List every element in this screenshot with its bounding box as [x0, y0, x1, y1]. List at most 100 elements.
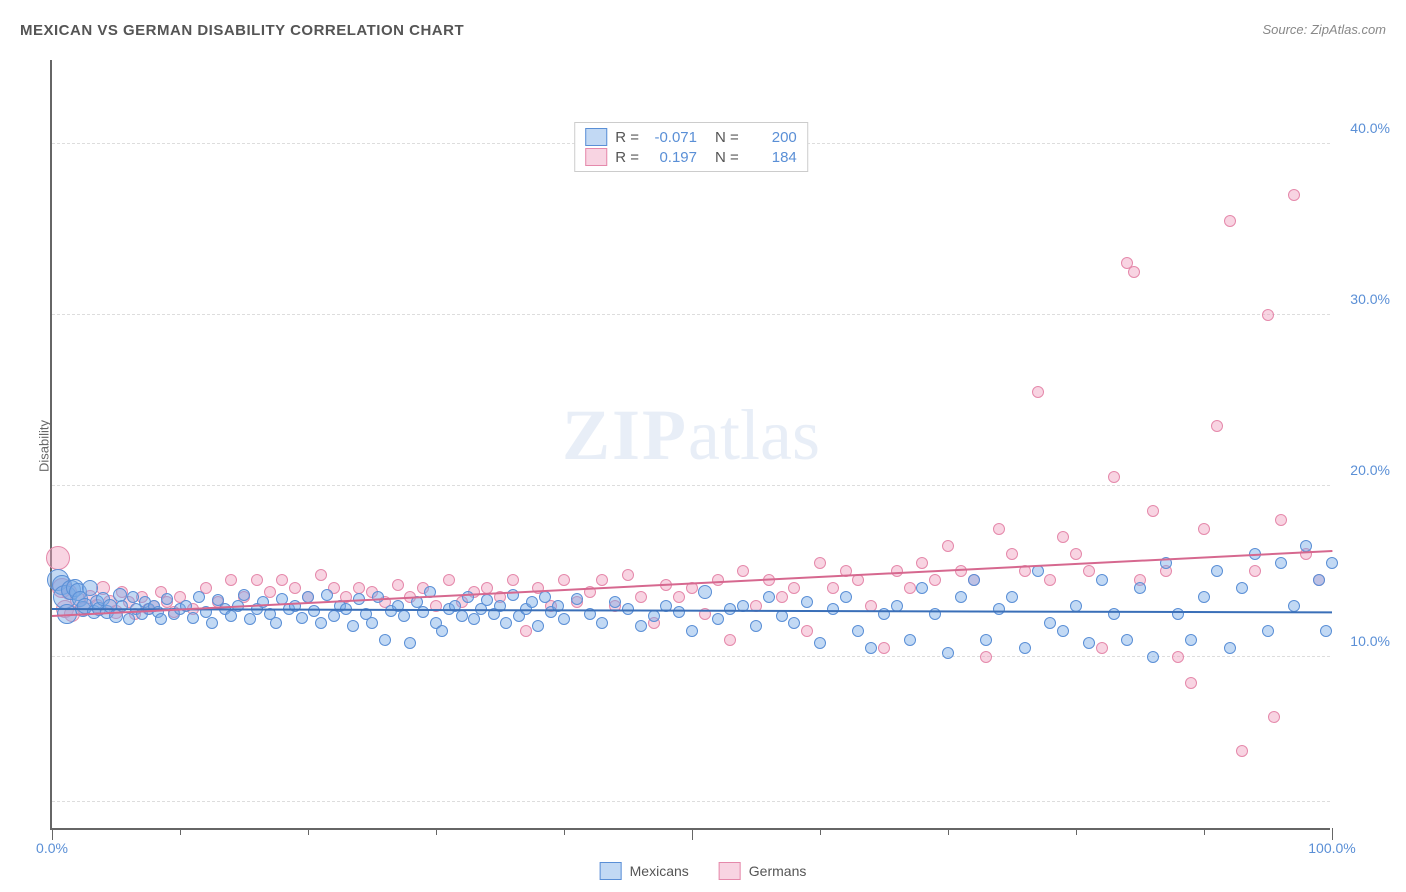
point-mexicans — [225, 610, 237, 622]
point-mexicans — [558, 613, 570, 625]
xtick — [820, 828, 821, 835]
point-germans — [1128, 266, 1140, 278]
point-germans — [827, 582, 839, 594]
legend-label: Mexicans — [630, 863, 689, 879]
point-germans — [673, 591, 685, 603]
xtick-label: 0.0% — [36, 840, 68, 856]
point-mexicans — [1262, 625, 1274, 637]
point-germans — [392, 579, 404, 591]
legend-swatch — [600, 862, 622, 880]
point-germans — [1262, 309, 1274, 321]
point-germans — [1147, 505, 1159, 517]
point-germans — [955, 565, 967, 577]
point-germans — [315, 569, 327, 581]
point-mexicans — [609, 596, 621, 608]
point-mexicans — [321, 589, 333, 601]
point-germans — [788, 582, 800, 594]
point-mexicans — [404, 637, 416, 649]
point-germans — [1268, 711, 1280, 723]
legend-n-value: 200 — [747, 129, 797, 146]
point-mexicans — [193, 591, 205, 603]
legend-row: R =0.197N =184 — [585, 147, 797, 167]
legend-r-value: 0.197 — [647, 149, 697, 166]
point-germans — [1249, 565, 1261, 577]
plot-area: ZIPatlas R =-0.071N =200R =0.197N =184 1… — [50, 60, 1330, 830]
point-mexicans — [270, 617, 282, 629]
point-germans — [225, 574, 237, 586]
point-germans — [1070, 548, 1082, 560]
point-mexicans — [852, 625, 864, 637]
point-mexicans — [481, 594, 493, 606]
point-germans — [276, 574, 288, 586]
point-mexicans — [372, 591, 384, 603]
point-germans — [712, 574, 724, 586]
point-mexicans — [328, 610, 340, 622]
legend-n-value: 184 — [747, 149, 797, 166]
point-germans — [1224, 215, 1236, 227]
point-mexicans — [206, 617, 218, 629]
xtick — [564, 828, 565, 835]
point-germans — [1044, 574, 1056, 586]
point-mexicans — [1121, 634, 1133, 646]
point-mexicans — [635, 620, 647, 632]
point-mexicans — [942, 647, 954, 659]
point-mexicans — [827, 603, 839, 615]
point-germans — [1288, 189, 1300, 201]
point-mexicans — [315, 617, 327, 629]
xtick — [1076, 828, 1077, 835]
point-germans — [1108, 471, 1120, 483]
xtick-label: 100.0% — [1308, 840, 1355, 856]
point-mexicans — [187, 612, 199, 624]
point-mexicans — [244, 613, 256, 625]
point-germans — [1057, 531, 1069, 543]
chart-title: MEXICAN VS GERMAN DISABILITY CORRELATION… — [20, 22, 464, 39]
gridline — [52, 801, 1330, 802]
point-germans — [993, 523, 1005, 535]
point-germans — [980, 651, 992, 663]
xtick — [180, 828, 181, 835]
point-germans — [622, 569, 634, 581]
point-mexicans — [1044, 617, 1056, 629]
point-mexicans — [1185, 634, 1197, 646]
point-mexicans — [1172, 608, 1184, 620]
legend-swatch — [585, 128, 607, 146]
point-germans — [520, 625, 532, 637]
point-mexicans — [539, 591, 551, 603]
xtick — [52, 828, 53, 840]
point-mexicans — [1300, 540, 1312, 552]
xtick — [1204, 828, 1205, 835]
point-mexicans — [1147, 651, 1159, 663]
point-germans — [1172, 651, 1184, 663]
point-germans — [507, 574, 519, 586]
ytick-label: 30.0% — [1350, 291, 1390, 307]
point-mexicans — [379, 634, 391, 646]
point-mexicans — [1134, 582, 1146, 594]
point-mexicans — [673, 606, 685, 618]
point-mexicans — [801, 596, 813, 608]
point-germans — [737, 565, 749, 577]
point-mexicans — [468, 613, 480, 625]
point-germans — [942, 540, 954, 552]
watermark: ZIPatlas — [562, 394, 820, 477]
xtick — [1332, 828, 1333, 840]
point-mexicans — [82, 580, 98, 596]
point-mexicans — [750, 620, 762, 632]
point-mexicans — [1313, 574, 1325, 586]
point-germans — [1198, 523, 1210, 535]
xtick — [436, 828, 437, 835]
point-germans — [929, 574, 941, 586]
legend-label: Germans — [749, 863, 807, 879]
point-mexicans — [347, 620, 359, 632]
point-mexicans — [571, 593, 583, 605]
legend-swatch — [719, 862, 741, 880]
point-mexicans — [916, 582, 928, 594]
legend-item: Mexicans — [600, 862, 689, 880]
legend-item: Germans — [719, 862, 807, 880]
point-germans — [596, 574, 608, 586]
point-mexicans — [1275, 557, 1287, 569]
point-germans — [1211, 420, 1223, 432]
point-mexicans — [763, 591, 775, 603]
chart-container: MEXICAN VS GERMAN DISABILITY CORRELATION… — [0, 0, 1406, 892]
point-mexicans — [993, 603, 1005, 615]
point-germans — [443, 574, 455, 586]
